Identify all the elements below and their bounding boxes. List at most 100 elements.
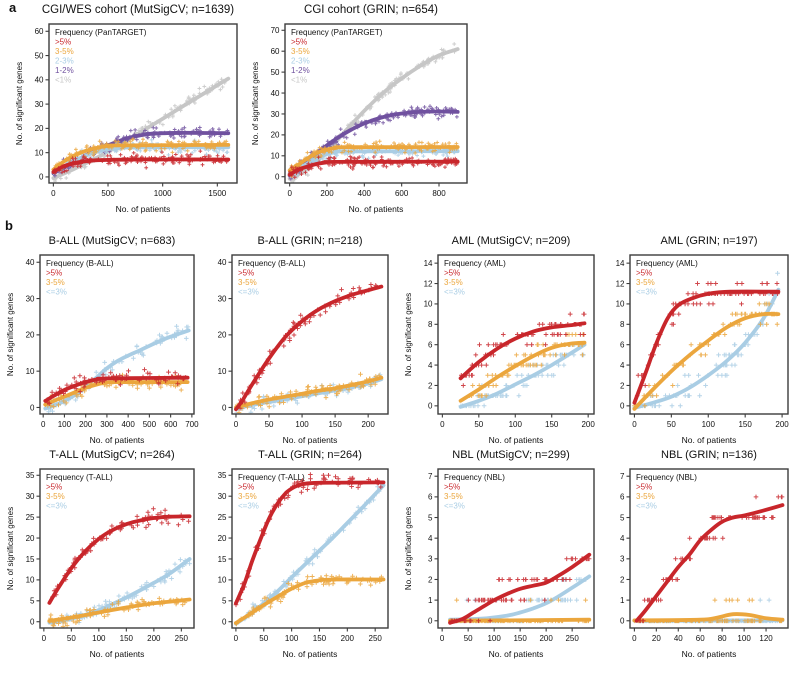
legend-entry: <=3%	[238, 502, 259, 511]
x-axis: 0 50 100 150 200	[632, 414, 789, 429]
chart-cgi-grin: CGI cohort (GRIN; n=654) 0 200 400 600 800 0 1…	[250, 2, 476, 216]
plot-area	[287, 42, 460, 183]
y-tick-label: 30	[218, 492, 227, 501]
y-tick-label: 5	[222, 597, 227, 606]
trend-line	[47, 597, 192, 623]
chart-tall-grin: T-ALL (GRIN; n=264) 0 50 100 150 200 250 0 5 10 1…	[207, 447, 397, 661]
trend-line	[634, 503, 785, 623]
y-tick-label: 30	[35, 100, 44, 109]
trend-line	[51, 143, 231, 172]
trend-line	[458, 321, 587, 381]
legend-entry: 1-2%	[291, 66, 310, 75]
y-tick-label: 5	[30, 597, 35, 606]
y-tick-label: 20	[271, 131, 280, 140]
x-axis-label: No. of patients	[283, 435, 338, 445]
y-tick-label: 4	[428, 534, 433, 543]
y-tick-label: 8	[428, 320, 433, 329]
x-tick-label: 200	[79, 420, 93, 429]
legend-title: Frequency (NBL)	[636, 473, 697, 482]
y-axis: 0 2 4 6 8 10 12 14	[424, 259, 438, 411]
y-tick-label: 15	[218, 555, 227, 564]
x-axis-label: No. of patients	[682, 649, 737, 659]
y-tick-label: 4	[620, 534, 625, 543]
x-tick-label: 100	[285, 634, 299, 643]
y-axis: 0 10 20 30 40	[218, 258, 232, 412]
y-tick-label: 7	[428, 472, 433, 481]
y-axis-label: No. of significant genes	[251, 62, 260, 145]
chart-title: CGI/WES cohort (MutSigCV; n=1639)	[41, 4, 235, 16]
y-tick-label: 15	[26, 555, 35, 564]
legend-entry: <=3%	[238, 288, 259, 297]
x-tick-label: 0	[234, 634, 239, 643]
chart-plot: 0 50 100 150 200 0 10 20 30 40 No. of patients Freq…	[218, 254, 389, 445]
trend-line	[234, 480, 386, 606]
y-axis: 0 10 20 30 40	[26, 258, 40, 412]
legend-entry: 2-3%	[291, 57, 310, 66]
legend: Frequency (B-ALL)>5%3-5%<=3%	[238, 259, 306, 297]
legend-title: Frequency (B-ALL)	[46, 259, 114, 268]
series-3-5%	[287, 139, 460, 178]
y-tick-label: 5	[428, 513, 433, 522]
x-tick-label: 150	[313, 634, 327, 643]
y-tick-label: 20	[35, 124, 44, 133]
y-tick-label: 10	[218, 367, 227, 376]
x-tick-label: 150	[545, 420, 559, 429]
y-tick-label: 40	[35, 76, 44, 85]
x-axis: 0 500 1000 1500	[51, 183, 227, 198]
series-3-5%	[234, 573, 386, 627]
trend-line	[448, 574, 592, 622]
y-tick-label: 10	[424, 300, 433, 309]
panel-b-label: b	[5, 218, 13, 233]
y-tick-label: 12	[424, 279, 433, 288]
y-axis: 0 10 20 30 40 50 60	[35, 27, 49, 182]
chart-cgi-wes-mutsigcv: CGI/WES cohort (MutSigCV; n=1639) 0 500 10…	[14, 2, 246, 216]
y-tick-label: 70	[271, 26, 280, 35]
x-tick-label: 0	[632, 634, 637, 643]
x-tick-label: 0	[42, 634, 47, 643]
legend-entry: >5%	[444, 269, 460, 278]
legend-entry: 3-5%	[444, 492, 463, 501]
series->5%	[233, 472, 386, 608]
scatter-points	[50, 506, 191, 600]
x-tick-label: 200	[775, 420, 789, 429]
legend-title: Frequency (AML)	[636, 259, 698, 268]
x-axis-label: No. of patients	[283, 649, 338, 659]
plot-area	[234, 282, 384, 414]
x-tick-label: 120	[759, 634, 773, 643]
x-tick-label: 100	[487, 634, 501, 643]
series-3-5%	[47, 596, 192, 628]
chart-plot: 0 200 400 600 800 0 10 20 30 40 50 60 70 No. of patie…	[251, 23, 468, 214]
x-axis-label: No. of patients	[116, 204, 171, 214]
series-3-5%	[632, 597, 785, 624]
chart-aml-mutsigcv: AML (MutSigCV; n=209) 0 50 100 150 200 0 2 4 6 8 1…	[403, 233, 603, 447]
y-axis: 0 2 4 6 8 10 12 14	[616, 259, 630, 411]
y-tick-label: 0	[222, 618, 227, 627]
x-axis-label: No. of patients	[489, 649, 544, 659]
plot-area	[632, 494, 785, 624]
legend-entry: >5%	[636, 269, 652, 278]
chart-title: NBL (GRIN; n=136)	[661, 449, 757, 461]
legend-entry: 3-5%	[444, 278, 463, 287]
series-<1%	[51, 76, 231, 183]
legend-entry: 3-5%	[291, 47, 310, 56]
y-axis: 0 10 20 30 40 50 60 70	[271, 26, 285, 182]
legend-entry: <=3%	[636, 288, 657, 297]
legend-entry: >5%	[291, 38, 307, 47]
x-axis-label: No. of patients	[489, 435, 544, 445]
chart-ball-grin: B-ALL (GRIN; n=218) 0 50 100 150 200 0 10 20 30 4…	[207, 233, 397, 447]
y-tick-label: 0	[620, 617, 625, 626]
legend-title: Frequency (PanTARGET)	[55, 28, 147, 37]
trend-line	[287, 145, 460, 173]
y-tick-label: 10	[26, 367, 35, 376]
y-tick-label: 4	[428, 361, 433, 370]
y-tick-label: 40	[218, 258, 227, 267]
legend-entry: <=3%	[46, 502, 67, 511]
legend: Frequency (T-ALL)>5%3-5%<=3%	[238, 473, 305, 511]
plot-area	[458, 311, 587, 409]
x-tick-label: 0	[440, 420, 445, 429]
chart-plot: 0 50 100 150 200 0 2 4 6 8 10 12 14 No. of patients No…	[404, 254, 595, 445]
y-tick-label: 0	[222, 403, 227, 412]
legend-entry: >5%	[46, 269, 62, 278]
y-tick-label: 50	[271, 68, 280, 77]
